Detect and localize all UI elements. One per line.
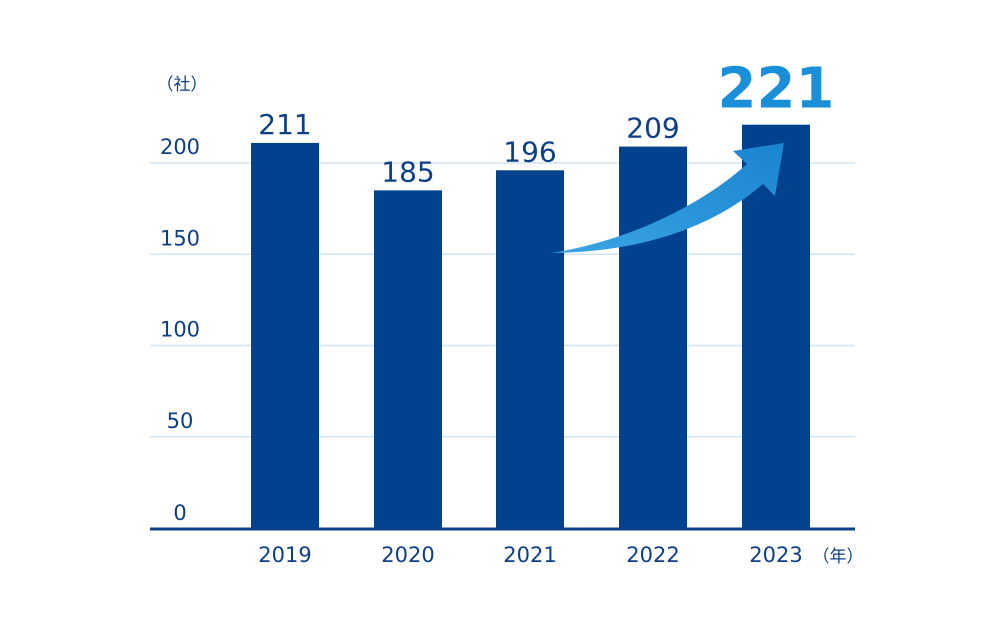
data-label-2021: 196: [503, 135, 556, 168]
x-tick-label: 2020: [381, 543, 434, 567]
x-tick-label: 2019: [258, 543, 311, 567]
y-tick-label: 150: [160, 226, 200, 250]
data-label-2019: 211: [258, 108, 311, 141]
bar-2020: [374, 190, 442, 528]
x-tick-label: 2021: [503, 543, 556, 567]
data-label-2020: 185: [381, 155, 434, 188]
growth-arrow-icon: [552, 143, 784, 253]
y-axis-unit: （社）: [157, 75, 208, 95]
data-label-2022: 209: [626, 112, 679, 145]
bar-2021: [496, 170, 564, 529]
y-tick-label: 100: [160, 318, 200, 342]
y-tick-label: 50: [167, 409, 194, 433]
data-label-2023: 221: [718, 57, 835, 122]
labels: 0 50 100 150 200 211 185 196 209 221 2019 2020 2021 2…: [160, 57, 835, 567]
bars: [150, 124, 855, 531]
y-tick-label: 0: [173, 501, 186, 525]
x-axis-unit: （年）: [813, 547, 864, 567]
x-tick-label: 2022: [626, 543, 679, 567]
x-tick-label: 2023: [749, 543, 802, 567]
bar-2019: [251, 142, 319, 529]
bar-2022: [619, 146, 687, 528]
y-tick-label: 200: [160, 135, 200, 159]
